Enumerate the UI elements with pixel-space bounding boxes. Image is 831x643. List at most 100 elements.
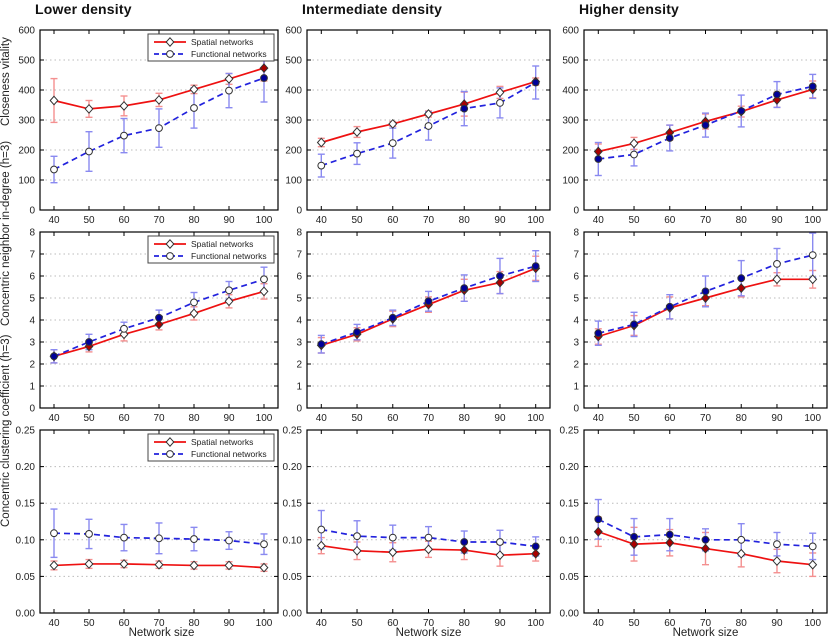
panel-r0c0: 0 100 200 300 400 500 600 40 50 60 70 80 90 100 Spatia… — [18, 26, 279, 226]
tick-label: 0.25 — [560, 426, 580, 437]
functional-data-point-marker — [85, 338, 93, 346]
functional-data-point-marker — [50, 529, 58, 538]
tick-label: 200 — [562, 146, 579, 157]
tick-label: 1 — [296, 382, 302, 393]
tick-label: 2 — [296, 360, 302, 371]
tick-label: 7 — [573, 250, 579, 261]
legend-label: Functional networks — [191, 251, 267, 261]
functional-data-point-marker — [317, 525, 326, 534]
functional-data-point-marker — [531, 78, 540, 87]
tick-label: 70 — [700, 618, 712, 629]
tick-label: 0 — [29, 206, 35, 217]
tick-label: 100 — [562, 176, 579, 187]
functional-data-point-marker — [594, 329, 603, 338]
tick-label: 4 — [573, 316, 579, 327]
spatial-data-point-marker — [165, 437, 175, 447]
spatial-data-point-marker — [388, 547, 398, 558]
tick-label: 0.20 — [283, 462, 303, 473]
tick-label: 40 — [48, 215, 60, 226]
tick-label: 40 — [48, 413, 60, 424]
spatial-data-point-marker — [495, 550, 505, 561]
panel-border — [583, 429, 828, 614]
spatial-data-point-marker — [84, 103, 94, 114]
spatial-data-point-marker — [808, 274, 818, 285]
tick-label: 3 — [29, 338, 35, 349]
tick-label: 600 — [285, 26, 302, 37]
tick-label: 90 — [771, 215, 783, 226]
tick-label: 5 — [573, 294, 579, 305]
functional-data-point-marker — [50, 165, 58, 174]
tick-label: 0.10 — [560, 535, 580, 546]
functional-data-point-marker — [155, 534, 163, 543]
spatial-data-point-marker — [316, 540, 326, 551]
panel-border — [583, 231, 828, 409]
tick-label: 100 — [804, 413, 821, 424]
tick-label: 600 — [18, 26, 35, 37]
tick-label: 100 — [256, 618, 273, 629]
tick-label: 4 — [29, 316, 35, 327]
tick-label: 50 — [351, 413, 363, 424]
spatial-data-point-marker — [772, 94, 782, 105]
tick-label: 0 — [296, 404, 302, 415]
functional-data-point-marker — [630, 532, 638, 541]
spatial-data-point-marker — [165, 37, 175, 47]
legend-box: Spatial networks Functional networks — [147, 33, 275, 62]
tick-label: 40 — [48, 618, 60, 629]
tick-label: 70 — [153, 215, 165, 226]
functional-data-point-marker — [388, 139, 397, 148]
tick-label: 50 — [83, 413, 95, 424]
functional-data-point-marker — [353, 149, 361, 158]
spatial-data-point-marker — [49, 95, 59, 106]
tick-label: 70 — [153, 413, 165, 424]
tick-label: 0.25 — [16, 426, 36, 437]
tick-label: 80 — [459, 215, 471, 226]
tick-label: 600 — [562, 26, 579, 37]
tick-label: 60 — [664, 413, 676, 424]
functional-data-point-marker — [225, 536, 233, 545]
functional-data-point-marker — [460, 284, 469, 293]
tick-label: 300 — [562, 116, 579, 127]
spatial-data-point-marker — [808, 559, 818, 570]
tick-label: 60 — [387, 413, 399, 424]
functional-data-point-marker — [260, 540, 268, 549]
tick-label: 0 — [573, 206, 579, 217]
tick-label: 0 — [573, 404, 579, 415]
tick-label: 80 — [459, 413, 471, 424]
functional-data-point-marker — [155, 313, 163, 322]
tick-label: 60 — [118, 618, 130, 629]
functional-data-point-marker — [773, 540, 781, 549]
tick-label: 60 — [118, 215, 130, 226]
spatial-data-point-marker — [154, 559, 164, 570]
tick-label: 0.25 — [283, 426, 303, 437]
tick-label: 0.00 — [560, 609, 580, 620]
functional-data-point-marker — [424, 533, 433, 542]
tick-label: 6 — [29, 272, 35, 283]
spatial-data-point-marker — [259, 286, 269, 297]
tick-label: 40 — [316, 215, 328, 226]
tick-label: 80 — [188, 618, 200, 629]
functional-data-point-marker — [630, 320, 638, 329]
tick-label: 1 — [573, 382, 579, 393]
tick-label: 0.00 — [283, 609, 303, 620]
functional-data-point-marker — [353, 328, 361, 337]
tick-label: 7 — [29, 250, 35, 261]
spatial-data-point-marker — [259, 63, 269, 74]
functional-data-point-marker — [166, 50, 174, 58]
tick-label: 60 — [664, 215, 676, 226]
tick-label: 100 — [804, 618, 821, 629]
functional-data-point-marker — [317, 340, 326, 349]
tick-label: 90 — [494, 413, 506, 424]
tick-label: 0.00 — [16, 609, 36, 620]
legend-label: Spatial networks — [191, 437, 253, 447]
panel-r2c0: 0.00 0.05 0.10 0.15 0.20 0.25 40 50 60 70 80 90 100 S… — [16, 426, 279, 629]
spatial-data-point-marker — [224, 560, 234, 571]
tick-label: 0.05 — [283, 572, 303, 583]
panel-border — [306, 429, 551, 614]
tick-label: 2 — [29, 360, 35, 371]
tick-label: 50 — [83, 618, 95, 629]
functional-data-point-marker — [85, 530, 93, 538]
tick-label: 60 — [118, 413, 130, 424]
tick-label: 0.05 — [560, 572, 580, 583]
tick-label: 6 — [573, 272, 579, 283]
